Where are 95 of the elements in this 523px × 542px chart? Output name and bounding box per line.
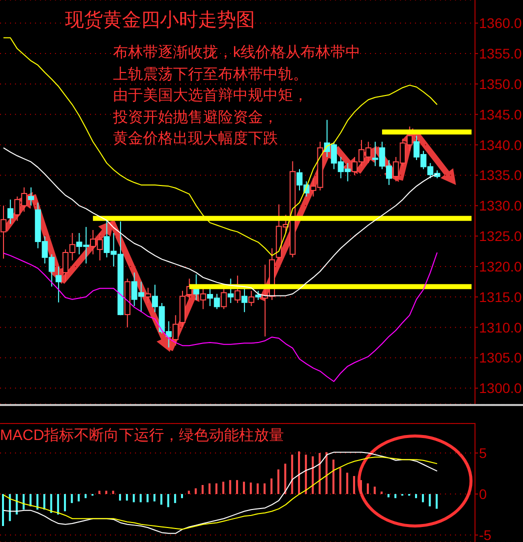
bar [167, 494, 170, 508]
bar [153, 494, 156, 502]
candlestick [200, 287, 206, 310]
bar [332, 460, 334, 494]
y-tick-label: 0 [479, 486, 487, 502]
bar [43, 494, 46, 510]
y-tick-label: 1345.0 [479, 106, 522, 122]
candlestick [248, 290, 254, 307]
y-tick-label: 1330.0 [479, 198, 522, 214]
bar [126, 494, 128, 501]
bar [298, 451, 300, 494]
bar [312, 456, 314, 494]
bar [242, 482, 245, 494]
bar [374, 486, 376, 494]
y-tick-label: -5 [479, 527, 492, 542]
bar [98, 490, 100, 494]
candlestick [255, 290, 262, 300]
candlestick [7, 199, 14, 224]
bar [339, 468, 342, 494]
bar [2, 494, 4, 526]
y-tick-label: 1320.0 [479, 258, 522, 274]
bar [146, 494, 149, 502]
y-tick-label: 1350.0 [479, 76, 522, 92]
bar [188, 490, 190, 494]
candlestick [145, 287, 152, 304]
bar [208, 483, 211, 494]
bar [202, 485, 204, 494]
annotation: 投资开始抛售避险资金， [113, 108, 279, 128]
candlestick [28, 186, 34, 206]
bar [105, 490, 108, 494]
bar [326, 452, 328, 494]
bar [222, 482, 224, 494]
bar [428, 494, 431, 506]
bar [84, 494, 87, 498]
bar [277, 469, 280, 494]
bar [415, 494, 418, 498]
bar [180, 494, 183, 498]
bar [70, 494, 73, 504]
bar [22, 494, 25, 510]
y-tick-label: 1305.0 [479, 350, 522, 366]
annotation: 布林带逐渐收拢，k线价格从布林带中 [113, 43, 360, 63]
bar [215, 483, 218, 494]
y-tick-label: 1335.0 [479, 167, 522, 184]
bar [360, 480, 362, 494]
bar [132, 494, 135, 502]
chart-title: MACD指标不断向下运行，绿色动能柱放量 [0, 426, 284, 445]
bar [388, 494, 390, 498]
candlestick [172, 314, 179, 346]
bar [112, 490, 114, 494]
bar [270, 478, 272, 494]
candlestick [234, 275, 241, 304]
bar [8, 494, 11, 522]
y-tick-label: 1310.0 [479, 319, 522, 336]
bar [304, 454, 307, 494]
bar [346, 472, 348, 494]
bar [57, 494, 60, 515]
y-tick-label: 1340.0 [479, 136, 522, 153]
bar [119, 494, 122, 501]
bar [380, 492, 383, 494]
bar [36, 494, 38, 510]
y-tick-label: 1300.0 [479, 380, 522, 396]
bar [353, 476, 356, 494]
annotation: 黄金价格出现大幅度下跌 [113, 129, 279, 149]
bar [140, 494, 142, 502]
bar [284, 464, 286, 494]
candlestick [241, 287, 248, 313]
bar [50, 494, 52, 513]
annotation: 由于美国大选首辩中规中矩， [113, 86, 309, 106]
candlestick [220, 287, 227, 310]
bar [160, 494, 162, 505]
bar [78, 494, 80, 502]
bar [318, 453, 321, 494]
candlestick [56, 266, 62, 303]
y-tick-label: 1355.0 [479, 46, 522, 62]
bar [256, 483, 259, 494]
bar [394, 494, 396, 498]
bar [236, 480, 238, 494]
annotation: 上轨震荡下行至布林带中轨。 [113, 64, 309, 84]
y-tick-label: 1315.0 [479, 288, 522, 305]
bar [366, 483, 369, 494]
bar [194, 488, 197, 494]
y-tick-label: 5 [479, 444, 487, 461]
text: 现货黄金四小时走势图 [65, 9, 255, 33]
bar [64, 494, 66, 512]
line-series [2, 252, 438, 382]
bar [422, 494, 424, 502]
bar [174, 494, 176, 504]
y-tick-label: 1360.0 [479, 15, 522, 32]
bar [436, 494, 438, 509]
y-tick-label: 1325.0 [479, 228, 522, 244]
bar [291, 454, 294, 494]
bar [229, 480, 232, 494]
bar [264, 483, 266, 494]
bar [250, 482, 252, 494]
bar [30, 494, 32, 506]
